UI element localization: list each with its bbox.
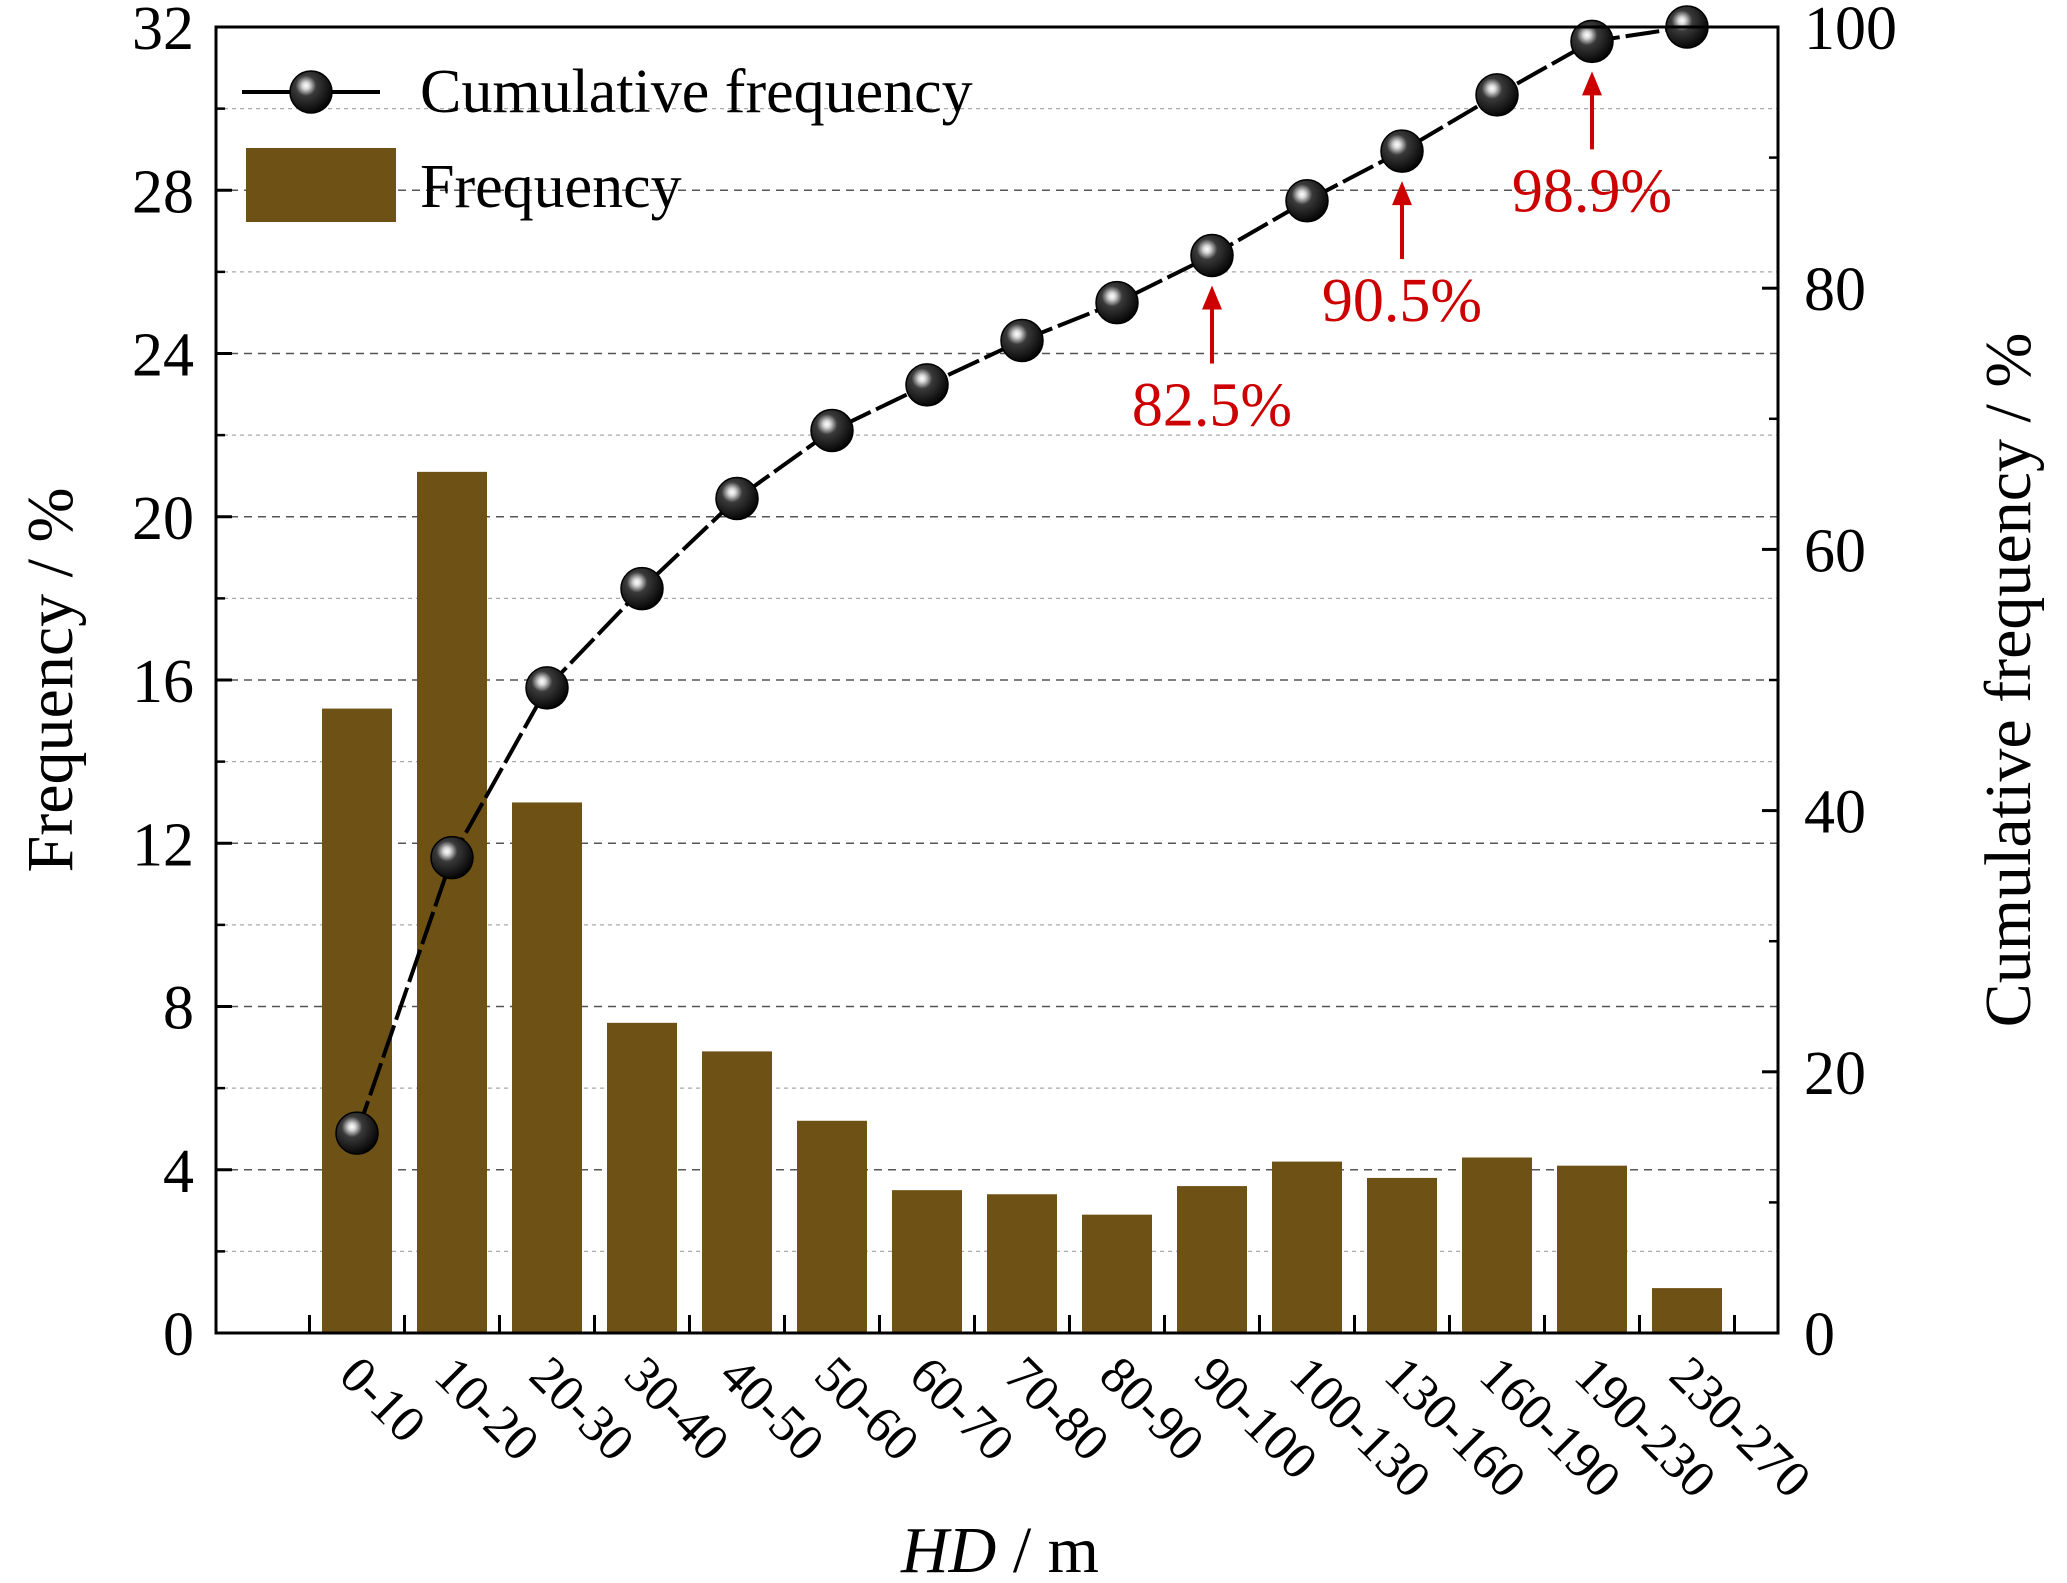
legend-bar-swatch [246, 148, 396, 222]
right-tick-label: 100 [1804, 0, 1897, 63]
left-tick-label: 4 [163, 1138, 194, 1206]
annotation-label: 98.9% [1512, 157, 1672, 225]
category-label: 20-30 [519, 1346, 645, 1472]
frequency-bar [1367, 1177, 1437, 1333]
frequency-bar [512, 802, 582, 1333]
cumulative-frequency-point [1095, 280, 1139, 325]
annotation-arrow-head [1392, 181, 1412, 206]
frequency-bars [322, 471, 1722, 1333]
cumulative-frequency-point [1285, 178, 1329, 223]
right-tick-label: 0 [1804, 1301, 1835, 1369]
x-axis-title-unit: / m [996, 1514, 1099, 1583]
category-label: 80-90 [1089, 1346, 1215, 1472]
left-tick-label: 0 [163, 1301, 194, 1369]
cumulative-frequency-point [525, 666, 569, 710]
annotations: 82.5% 90.5% 98.9% [1132, 71, 1672, 440]
frequency-bar [1462, 1157, 1532, 1333]
frequency-bar [702, 1051, 772, 1333]
left-tick-label: 32 [132, 0, 194, 63]
legend: Cumulative frequency Frequency [242, 58, 973, 222]
category-label: 40-50 [709, 1346, 835, 1472]
frequency-bar [1082, 1214, 1152, 1333]
right-tick-label: 80 [1804, 256, 1866, 324]
frequency-bar [1652, 1288, 1722, 1333]
cumulative-frequency-point [905, 363, 949, 407]
right-tick-label: 60 [1804, 517, 1866, 585]
frequency-bar [1272, 1161, 1342, 1333]
cumulative-frequency-point [715, 476, 759, 521]
frequency-bar [417, 471, 487, 1333]
left-tick-label: 12 [132, 811, 194, 879]
right-axis-title: Cumulative frequency / % [1972, 333, 2045, 1028]
annotation-label: 82.5% [1132, 372, 1292, 440]
category-label: 0-10 [329, 1346, 437, 1454]
left-tick-label: 16 [132, 648, 194, 716]
frequency-bar [607, 1022, 677, 1333]
cumulative-frequency-line [335, 5, 1709, 1155]
left-tick-label: 20 [132, 485, 194, 553]
left-axis-title: Frequency / % [14, 488, 87, 873]
frequency-bar [892, 1190, 962, 1333]
left-tick-label: 28 [132, 158, 194, 226]
category-label: 50-60 [804, 1346, 930, 1472]
annotation-arrow-head [1202, 285, 1222, 310]
cumulative-frequency-point [1000, 318, 1044, 363]
cumulative-frequency-point [335, 1111, 379, 1155]
legend-point-swatch [289, 70, 333, 114]
annotation-arrow-head [1582, 71, 1602, 96]
x-axis-title-symbol: HD [900, 1514, 996, 1583]
frequency-bar [987, 1194, 1057, 1333]
category-label: 10-20 [424, 1346, 550, 1472]
cumulative-frequency-point [1475, 73, 1519, 117]
cumulative-frequency-point [1570, 19, 1614, 64]
cumulative-frequency-point [1380, 129, 1424, 173]
category-label: 70-80 [994, 1346, 1120, 1472]
cumulative-frequency-point [620, 566, 664, 611]
cumulative-frequency-point [430, 835, 474, 880]
x-axis-title: HD / m [900, 1514, 1099, 1583]
frequency-bar [322, 708, 392, 1333]
legend-label-cumulative: Cumulative frequency [420, 58, 973, 126]
cumulative-frequency-point [1190, 233, 1234, 278]
left-tick-label: 8 [163, 975, 194, 1043]
right-tick-label: 20 [1804, 1040, 1866, 1108]
left-tick-label: 24 [132, 322, 194, 390]
frequency-bar [797, 1120, 867, 1333]
cumulative-frequency-point [810, 408, 854, 453]
frequency-bar [1177, 1186, 1247, 1333]
axes: 0 4 8 12 16 20 24 28 32 0 20 40 60 80 100 0-1010-2020-3… [14, 0, 2045, 1583]
right-tick-label: 40 [1804, 779, 1866, 847]
category-label: 30-40 [614, 1346, 740, 1472]
annotation-label: 90.5% [1322, 267, 1482, 335]
frequency-bar [1557, 1165, 1627, 1333]
legend-label-frequency: Frequency [420, 153, 682, 221]
category-label: 60-70 [899, 1346, 1025, 1472]
